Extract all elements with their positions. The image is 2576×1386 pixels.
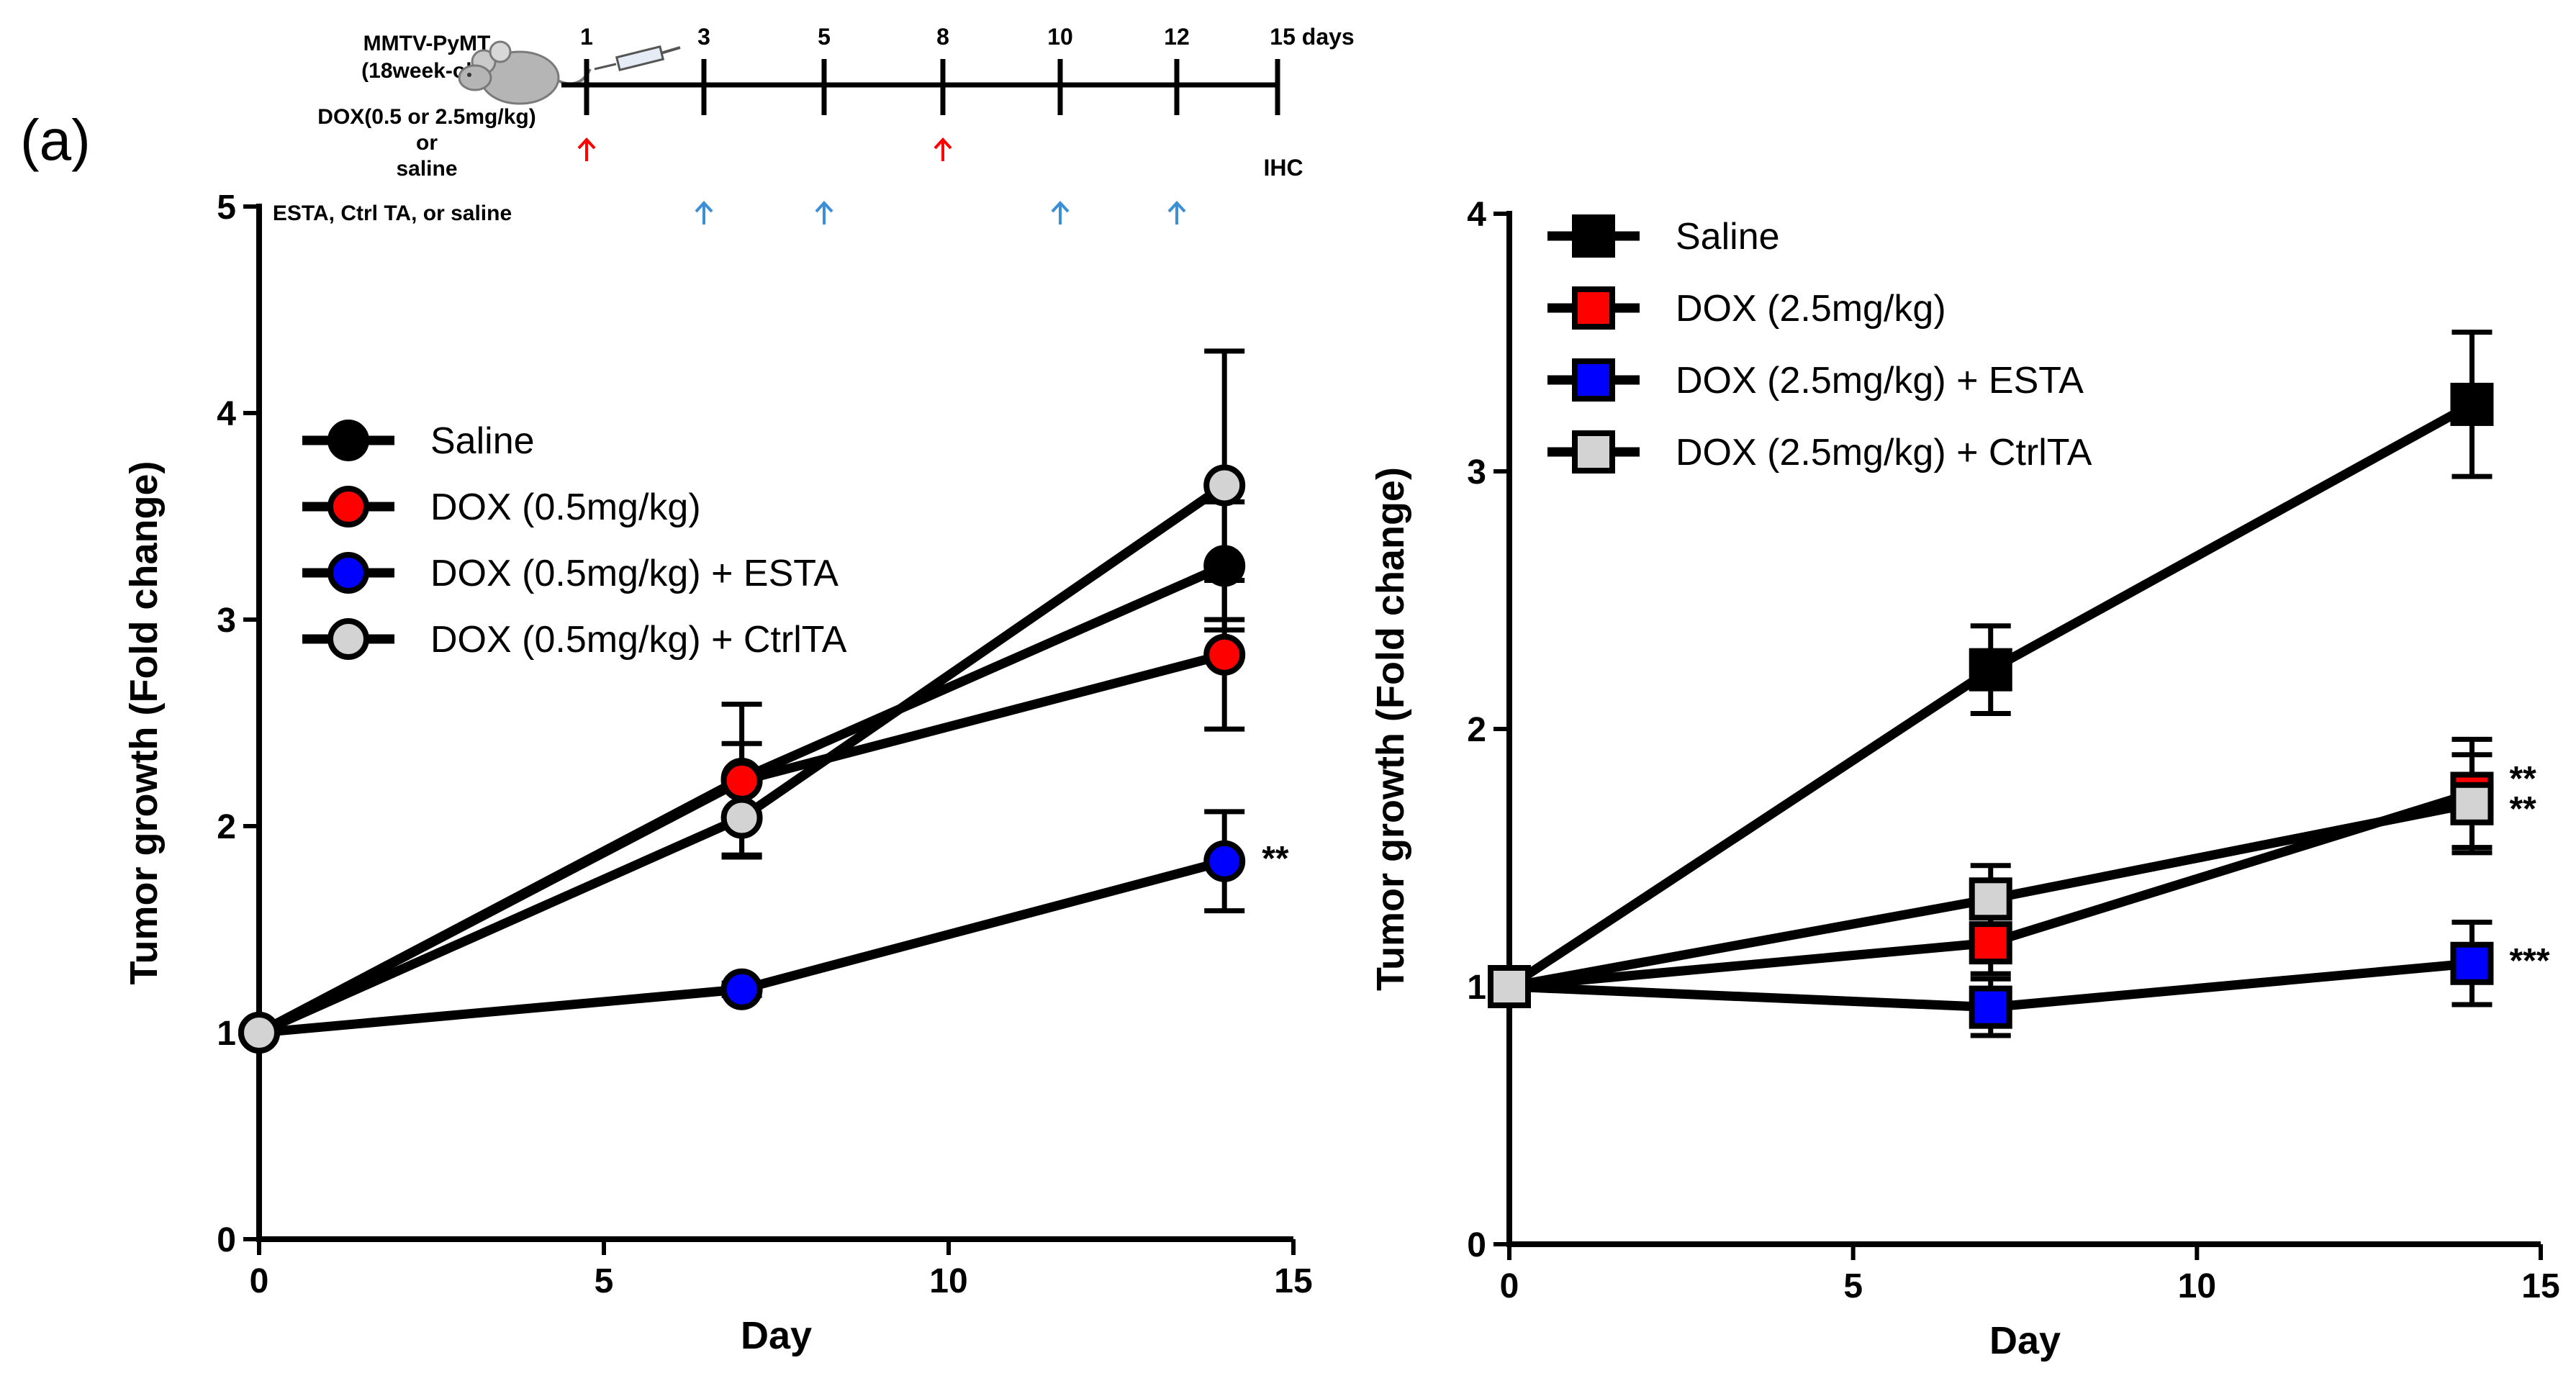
legend-label: DOX (0.5mg/kg) + CtrlTA — [430, 619, 847, 661]
timeline-dox-saline: saline — [396, 157, 457, 181]
timeline-ihc-label: IHC — [1263, 155, 1303, 181]
timeline-dox-or: or — [416, 131, 438, 155]
y-tick-label: 4 — [217, 395, 236, 433]
timeline-end-label: 15 days — [1270, 24, 1354, 50]
data-point-2 — [720, 968, 763, 1010]
legend-item-3: DOX (0.5mg/kg) + CtrlTA — [302, 618, 847, 661]
arrow-head — [815, 201, 833, 213]
legend-item-0: Saline — [302, 420, 535, 462]
data-point-3 — [1488, 965, 1531, 1008]
timeline-day-label: 1 — [580, 24, 593, 50]
significance-label: ** — [1262, 840, 1289, 878]
legend-item-0: Saline — [1547, 214, 1780, 258]
data-point-2 — [1969, 985, 2012, 1029]
data-point-2 — [1203, 840, 1246, 882]
data-point-1 — [1969, 921, 2012, 965]
dox-arrow-icon — [934, 137, 952, 161]
legend-marker — [327, 618, 369, 660]
legend-label: DOX (2.5mg/kg) — [1676, 288, 1946, 330]
legend-label: DOX (0.5mg/kg) + ESTA — [430, 553, 839, 594]
legend-label: Saline — [1676, 216, 1780, 258]
data-point-0 — [1203, 545, 1246, 587]
timeline-day-label: 3 — [697, 24, 710, 50]
legend-label: DOX (2.5mg/kg) + ESTA — [1676, 360, 2084, 402]
y-tick-label: 2 — [217, 808, 236, 846]
arrow-head — [934, 137, 952, 150]
data-point-2 — [2450, 941, 2494, 985]
legend-marker — [327, 552, 369, 594]
legend-label: DOX (0.5mg/kg) — [430, 486, 701, 528]
y-tick-label: 2 — [1467, 711, 1486, 749]
legend-marker — [327, 420, 369, 461]
x-tick-label: 15 — [1274, 1262, 1312, 1300]
y-tick-label: 0 — [1467, 1226, 1486, 1264]
legend-item-2: DOX (2.5mg/kg) + ESTA — [1547, 358, 2084, 402]
esta-arrow-icon — [695, 201, 713, 225]
significance-label: *** — [2509, 942, 2549, 980]
arrow-head — [695, 201, 713, 213]
esta-arrow-icon — [1167, 201, 1186, 225]
legend-marker — [1572, 286, 1615, 330]
x-tick-label: 0 — [1500, 1267, 1519, 1305]
x-axis-label: Day — [1989, 1319, 2061, 1362]
timeline-dox-label: DOX(0.5 or 2.5mg/kg) — [317, 105, 535, 129]
y-tick-label: 3 — [217, 602, 236, 640]
significance-label: ** — [2509, 790, 2536, 828]
arrow-head — [1051, 201, 1070, 213]
data-point-0 — [1969, 648, 2012, 692]
timeline-day-label: 12 — [1164, 24, 1190, 50]
esta-arrow-icon — [815, 201, 833, 225]
timeline-mouse-label: MMTV-PyMT — [363, 32, 491, 55]
timeline-esta-label: ESTA, Ctrl TA, or saline — [273, 201, 512, 225]
esta-arrow-icon — [1051, 201, 1070, 225]
panel-label: (a) — [20, 108, 91, 172]
x-tick-label: 10 — [2178, 1267, 2216, 1305]
y-tick-label: 0 — [217, 1221, 236, 1259]
x-tick-label: 10 — [929, 1262, 967, 1300]
arrow-head — [1167, 201, 1186, 213]
significance-label: ** — [2509, 760, 2536, 798]
legend-marker — [1572, 214, 1615, 258]
legend-marker — [1572, 358, 1615, 402]
y-tick-label: 5 — [217, 189, 236, 227]
timeline-day-label: 10 — [1047, 24, 1073, 50]
y-axis-label: Tumor growth (Fold change) — [1369, 467, 1412, 991]
y-tick-label: 4 — [1467, 196, 1486, 234]
data-point-1 — [720, 759, 763, 802]
chart-right: 0 1 2 3 4 0 5 10 15 Day Tumor growth (Fold change)… — [1369, 196, 2560, 1362]
data-point-3 — [238, 1012, 280, 1054]
data-point-0 — [2450, 382, 2494, 426]
legend-item-1: DOX (2.5mg/kg) — [1547, 286, 1946, 330]
data-point-3 — [720, 797, 763, 839]
x-tick-label: 5 — [1843, 1267, 1863, 1305]
y-tick-label: 1 — [1467, 969, 1486, 1007]
y-tick-label: 3 — [1467, 453, 1486, 492]
y-tick-label: 1 — [217, 1015, 236, 1053]
legend-label: DOX (2.5mg/kg) + CtrlTA — [1676, 432, 2092, 474]
x-tick-label: 15 — [2521, 1267, 2559, 1305]
dox-arrow-icon — [577, 137, 596, 161]
x-axis-label: Day — [741, 1314, 812, 1357]
legend-label: Saline — [430, 420, 535, 462]
legend-marker — [1572, 430, 1615, 474]
x-tick-label: 5 — [595, 1262, 614, 1300]
chart-left: 0 1 2 3 4 5 0 5 10 15 Day Tumor growth (Fold change… — [122, 189, 1313, 1357]
data-point-3 — [1969, 877, 2012, 921]
syringe-icon — [594, 45, 681, 72]
x-tick-label: 0 — [250, 1262, 269, 1300]
legend-marker — [327, 486, 369, 527]
timeline-day-label: 5 — [818, 24, 831, 50]
data-point-1 — [1203, 633, 1246, 676]
legend-item-3: DOX (2.5mg/kg) + CtrlTA — [1547, 430, 2092, 474]
mouse-icon — [458, 40, 592, 105]
legend-item-1: DOX (0.5mg/kg) — [302, 486, 701, 528]
arrow-head — [577, 137, 596, 150]
timeline-day-label: 8 — [936, 24, 949, 50]
data-point-3 — [1203, 464, 1246, 507]
legend-item-2: DOX (0.5mg/kg) + ESTA — [302, 552, 839, 594]
data-point-3 — [2450, 782, 2494, 825]
y-axis-label: Tumor growth (Fold change) — [122, 461, 166, 985]
treatment-timeline: MMTV-PyMT (18week-old) 1 3 5 8 10 12 15 days D… — [273, 24, 1355, 225]
